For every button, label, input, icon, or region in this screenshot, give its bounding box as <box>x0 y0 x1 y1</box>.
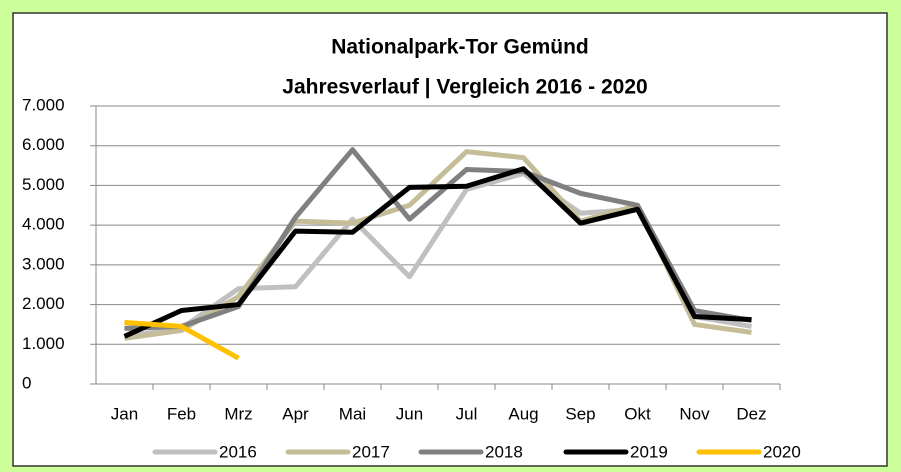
x-tick-label: Jul <box>456 404 478 423</box>
x-tick-label: Nov <box>679 404 710 423</box>
chart-title: Nationalpark-Tor Gemünd <box>331 36 588 59</box>
chart-frame <box>12 12 888 467</box>
x-tick-label: Mrz <box>224 404 252 423</box>
x-tick-label: Apr <box>282 404 309 423</box>
y-tick-label: 2.000 <box>22 294 65 313</box>
y-tick-label: 3.000 <box>22 254 65 273</box>
series-line <box>124 319 240 361</box>
legend-label: 2017 <box>352 442 390 461</box>
x-tick-label: Aug <box>508 404 538 423</box>
x-tick-label: Okt <box>624 404 651 423</box>
y-tick-label: 6.000 <box>22 135 65 154</box>
x-tick-label: Jun <box>396 404 423 423</box>
x-tick-label: Dez <box>736 404 766 423</box>
y-tick-label: 5.000 <box>22 175 65 194</box>
x-tick-label: Sep <box>565 404 595 423</box>
legend-label: 2019 <box>630 442 668 461</box>
chart-subtitle: Jahresverlauf | Vergleich 2016 - 2020 <box>282 76 647 99</box>
y-tick-label: 4.000 <box>22 215 65 234</box>
series-line <box>123 166 752 339</box>
legend-label: 2016 <box>219 442 257 461</box>
y-tick-label: 0 <box>22 373 31 392</box>
y-tick-label: 1.000 <box>22 334 65 353</box>
x-tick-label: Feb <box>167 404 196 423</box>
x-tick-label: Jan <box>111 404 138 423</box>
legend-label: 2018 <box>485 442 523 461</box>
y-tick-label: 7.000 <box>22 95 65 114</box>
legend-label: 2020 <box>763 442 801 461</box>
x-tick-label: Mai <box>339 404 366 423</box>
